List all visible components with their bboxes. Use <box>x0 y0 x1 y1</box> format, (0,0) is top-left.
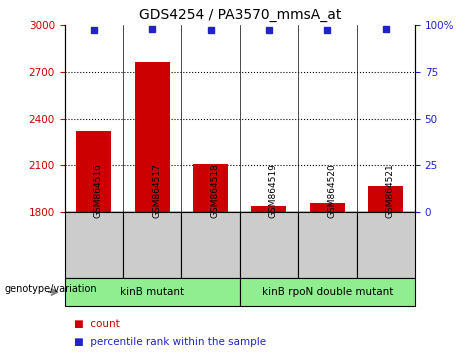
Bar <box>298 212 356 278</box>
Bar <box>251 206 286 212</box>
Bar <box>240 212 298 278</box>
Text: GSM864516: GSM864516 <box>94 163 103 218</box>
Bar <box>181 212 240 278</box>
Bar <box>356 212 415 278</box>
Text: kinB mutant: kinB mutant <box>120 287 184 297</box>
Bar <box>310 203 345 212</box>
Text: GSM864520: GSM864520 <box>327 163 337 218</box>
Text: GSM864519: GSM864519 <box>269 163 278 218</box>
Title: GDS4254 / PA3570_mmsA_at: GDS4254 / PA3570_mmsA_at <box>139 8 341 22</box>
Text: ■  count: ■ count <box>74 319 119 329</box>
Text: ■  percentile rank within the sample: ■ percentile rank within the sample <box>74 337 266 347</box>
Bar <box>193 164 228 212</box>
Text: genotype/variation: genotype/variation <box>5 284 97 293</box>
Text: GSM864518: GSM864518 <box>211 163 219 218</box>
Text: GSM864521: GSM864521 <box>386 163 395 218</box>
Bar <box>368 186 403 212</box>
Text: GSM864517: GSM864517 <box>152 163 161 218</box>
Bar <box>135 62 170 212</box>
Bar <box>123 212 181 278</box>
Text: kinB rpoN double mutant: kinB rpoN double mutant <box>262 287 393 297</box>
Bar <box>76 131 111 212</box>
Bar <box>65 278 240 306</box>
Bar <box>65 212 123 278</box>
Bar <box>240 278 415 306</box>
